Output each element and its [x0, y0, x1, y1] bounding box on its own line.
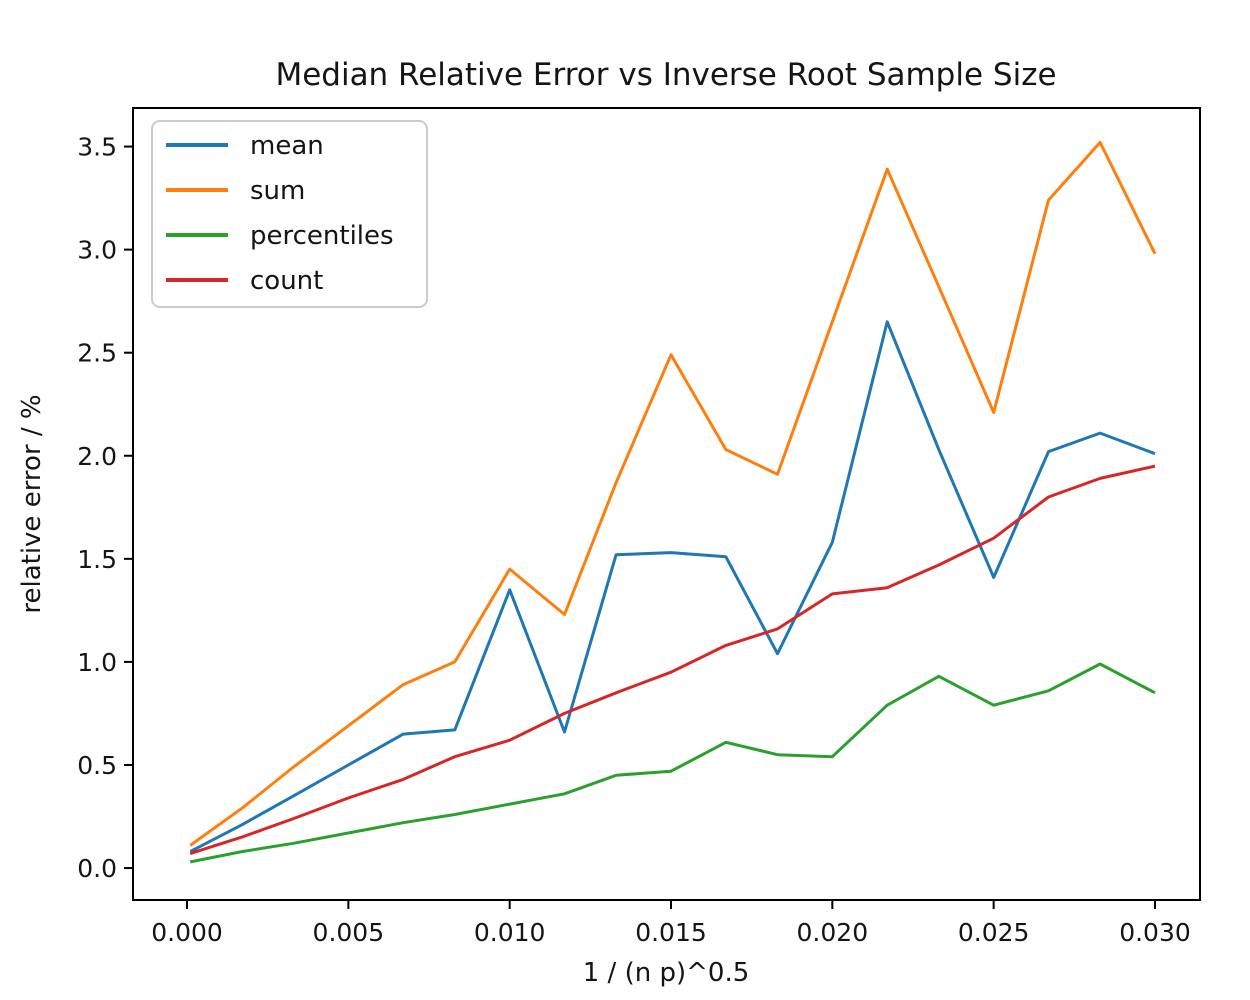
legend-label-mean: mean	[250, 131, 324, 161]
y-tick-label: 0.0	[77, 854, 117, 883]
y-axis-label: relative error / %	[17, 394, 47, 613]
y-tick-label: 3.0	[77, 236, 117, 265]
x-tick-label: 0.025	[958, 918, 1030, 947]
series-line-sum	[189, 140, 1157, 847]
x-axis-label: 1 / (n p)^0.5	[583, 958, 750, 988]
legend: mean sum percentiles count	[151, 120, 428, 308]
x-tick-label: 0.000	[151, 918, 223, 947]
chart-title: Median Relative Error vs Inverse Root Sa…	[275, 57, 1056, 93]
y-tick-label: 0.5	[77, 751, 117, 780]
x-axis-ticks: 0.000 0.005 0.010 0.015 0.020 0.025 0.030	[151, 900, 1191, 947]
legend-label-percentiles: percentiles	[250, 221, 394, 251]
y-tick-label: 1.0	[77, 648, 117, 677]
series-lines	[189, 140, 1157, 864]
y-tick-label: 2.0	[77, 442, 117, 471]
y-tick-label: 1.5	[77, 545, 117, 574]
series-line-count	[189, 464, 1156, 856]
series-line-percentiles	[189, 662, 1156, 864]
x-tick-label: 0.015	[635, 918, 707, 947]
legend-label-sum: sum	[250, 176, 305, 206]
y-tick-label: 3.5	[77, 133, 117, 162]
legend-box	[151, 120, 428, 308]
y-tick-label: 2.5	[77, 339, 117, 368]
y-axis-ticks: 0.0 0.5 1.0 1.5 2.0 2.5 3.0 3.5	[77, 133, 133, 883]
series-line-mean	[189, 320, 1156, 853]
x-tick-label: 0.020	[797, 918, 869, 947]
legend-label-count: count	[250, 266, 323, 296]
x-tick-label: 0.010	[474, 918, 546, 947]
x-tick-label: 0.030	[1119, 918, 1191, 947]
x-tick-label: 0.005	[313, 918, 385, 947]
